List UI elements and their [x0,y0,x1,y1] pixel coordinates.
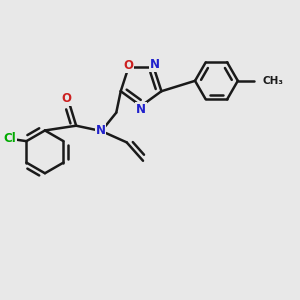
Text: N: N [95,124,106,137]
Text: O: O [61,92,71,105]
Text: N: N [136,103,146,116]
Text: Cl: Cl [3,132,16,145]
Text: O: O [123,59,133,72]
Text: CH₃: CH₃ [262,76,284,86]
Text: N: N [150,58,160,71]
